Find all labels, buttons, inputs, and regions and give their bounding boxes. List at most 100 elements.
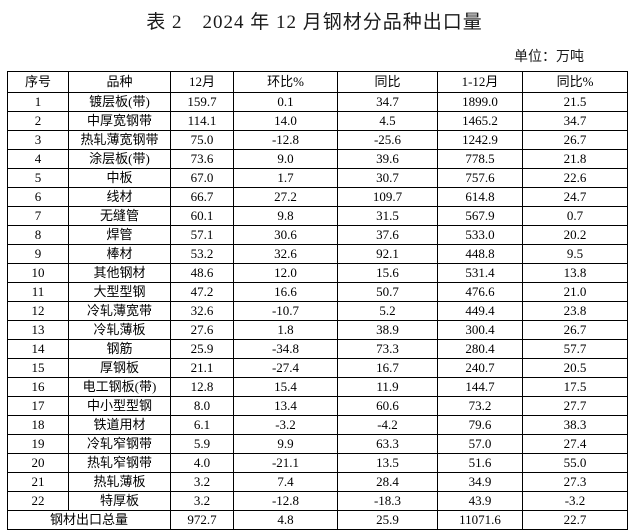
yoy-value-cell: 11.9: [337, 377, 438, 397]
product-name-cell: 钢筋: [68, 339, 171, 359]
december-value-cell: 75.0: [170, 130, 234, 150]
yoy-value-cell: 60.6: [337, 396, 438, 416]
total-mom-value: 4.8: [233, 510, 338, 530]
jan-dec-value-cell: 1242.9: [437, 130, 523, 150]
row-index-cell: 2: [7, 111, 69, 131]
yoy-percent-cell: 27.3: [522, 472, 628, 492]
mom-percent-cell: 15.4: [233, 377, 338, 397]
mom-percent-cell: 32.6: [233, 244, 338, 264]
product-name-cell: 厚钢板: [68, 358, 171, 378]
header-row: 序号 品种 12月 环比% 同比 1-12月 同比%: [7, 71, 628, 93]
yoy-percent-cell: 21.8: [522, 149, 628, 169]
december-value-cell: 66.7: [170, 187, 234, 207]
yoy-value-cell: 92.1: [337, 244, 438, 264]
december-value-cell: 3.2: [170, 491, 234, 511]
product-name-cell: 棒材: [68, 244, 171, 264]
row-index-cell: 6: [7, 187, 69, 207]
product-name-cell: 中小型型钢: [68, 396, 171, 416]
table-row: 20 热轧窄钢带 4.0 -21.1 13.5 51.6 55.0: [7, 453, 628, 473]
december-value-cell: 6.1: [170, 415, 234, 435]
yoy-value-cell: 16.7: [337, 358, 438, 378]
yoy-value-cell: 13.5: [337, 453, 438, 473]
december-value-cell: 3.2: [170, 472, 234, 492]
product-name-cell: 冷轧薄宽带: [68, 301, 171, 321]
mom-percent-cell: 14.0: [233, 111, 338, 131]
total-december-value: 972.7: [170, 510, 234, 530]
total-yoy-value: 25.9: [337, 510, 438, 530]
yoy-percent-cell: 9.5: [522, 244, 628, 264]
december-value-cell: 27.6: [170, 320, 234, 340]
yoy-percent-cell: 21.5: [522, 92, 628, 112]
table-row: 5 中板 67.0 1.7 30.7 757.6 22.6: [7, 168, 628, 188]
jan-dec-value-cell: 449.4: [437, 301, 523, 321]
yoy-value-cell: 38.9: [337, 320, 438, 340]
yoy-percent-cell: 20.2: [522, 225, 628, 245]
yoy-value-cell: -4.2: [337, 415, 438, 435]
yoy-percent-cell: 17.5: [522, 377, 628, 397]
mom-percent-cell: 9.0: [233, 149, 338, 169]
yoy-percent-cell: 0.7: [522, 206, 628, 226]
yoy-percent-cell: 55.0: [522, 453, 628, 473]
mom-percent-cell: 12.0: [233, 263, 338, 283]
row-index-cell: 16: [7, 377, 69, 397]
yoy-value-cell: 109.7: [337, 187, 438, 207]
table-row: 9 棒材 53.2 32.6 92.1 448.8 9.5: [7, 244, 628, 264]
product-name-cell: 中厚宽钢带: [68, 111, 171, 131]
table-row: 21 热轧薄板 3.2 7.4 28.4 34.9 27.3: [7, 472, 628, 492]
mom-percent-cell: 9.8: [233, 206, 338, 226]
december-value-cell: 53.2: [170, 244, 234, 264]
yoy-value-cell: 73.3: [337, 339, 438, 359]
mom-percent-cell: -12.8: [233, 491, 338, 511]
mom-percent-cell: -10.7: [233, 301, 338, 321]
product-name-cell: 冷轧薄板: [68, 320, 171, 340]
mom-percent-cell: 0.1: [233, 92, 338, 112]
yoy-percent-cell: 26.7: [522, 130, 628, 150]
product-name-cell: 热轧薄宽钢带: [68, 130, 171, 150]
product-name-cell: 涂层板(带): [68, 149, 171, 169]
jan-dec-value-cell: 73.2: [437, 396, 523, 416]
row-index-cell: 5: [7, 168, 69, 188]
product-name-cell: 线材: [68, 187, 171, 207]
row-index-cell: 3: [7, 130, 69, 150]
mom-percent-cell: 1.8: [233, 320, 338, 340]
yoy-value-cell: 50.7: [337, 282, 438, 302]
yoy-percent-cell: 38.3: [522, 415, 628, 435]
december-value-cell: 5.9: [170, 434, 234, 454]
total-row: 钢材出口总量 972.7 4.8 25.9 11071.6 22.7: [7, 510, 628, 530]
table-footer: 钢材出口总量 972.7 4.8 25.9 11071.6 22.7: [7, 510, 628, 530]
december-value-cell: 4.0: [170, 453, 234, 473]
mom-percent-cell: 27.2: [233, 187, 338, 207]
yoy-value-cell: 5.2: [337, 301, 438, 321]
mom-percent-cell: 9.9: [233, 434, 338, 454]
yoy-value-cell: -25.6: [337, 130, 438, 150]
header-mom-percent: 环比%: [233, 71, 338, 93]
jan-dec-value-cell: 778.5: [437, 149, 523, 169]
jan-dec-value-cell: 79.6: [437, 415, 523, 435]
page-title: 表 2 2024 年 12 月钢材分品种出口量: [146, 12, 483, 33]
jan-dec-value-cell: 51.6: [437, 453, 523, 473]
table-row: 19 冷轧窄钢带 5.9 9.9 63.3 57.0 27.4: [7, 434, 628, 454]
yoy-value-cell: 30.7: [337, 168, 438, 188]
header-december: 12月: [170, 71, 234, 93]
table-row: 4 涂层板(带) 73.6 9.0 39.6 778.5 21.8: [7, 149, 628, 169]
mom-percent-cell: -27.4: [233, 358, 338, 378]
table-row: 14 钢筋 25.9 -34.8 73.3 280.4 57.7: [7, 339, 628, 359]
jan-dec-value-cell: 757.6: [437, 168, 523, 188]
table-row: 10 其他钢材 48.6 12.0 15.6 531.4 13.8: [7, 263, 628, 283]
row-index-cell: 19: [7, 434, 69, 454]
jan-dec-value-cell: 57.0: [437, 434, 523, 454]
row-index-cell: 14: [7, 339, 69, 359]
jan-dec-value-cell: 614.8: [437, 187, 523, 207]
row-index-cell: 9: [7, 244, 69, 264]
december-value-cell: 25.9: [170, 339, 234, 359]
product-name-cell: 中板: [68, 168, 171, 188]
yoy-percent-cell: 20.5: [522, 358, 628, 378]
december-value-cell: 67.0: [170, 168, 234, 188]
jan-dec-value-cell: 300.4: [437, 320, 523, 340]
total-yoy-percent-value: 22.7: [522, 510, 628, 530]
december-value-cell: 73.6: [170, 149, 234, 169]
table-row: 22 特厚板 3.2 -12.8 -18.3 43.9 -3.2: [7, 491, 628, 511]
yoy-percent-cell: 21.0: [522, 282, 628, 302]
yoy-percent-cell: 27.7: [522, 396, 628, 416]
